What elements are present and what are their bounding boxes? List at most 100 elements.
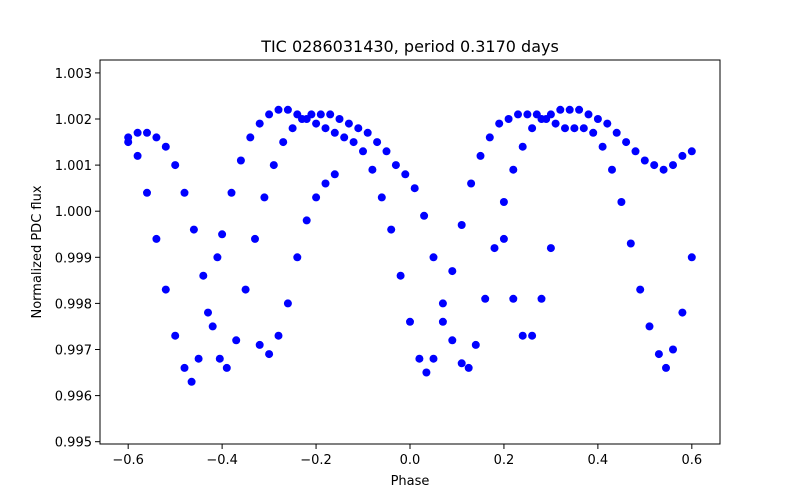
data-point-series-0 xyxy=(377,193,386,202)
y-tick-label: 1.000 xyxy=(55,205,92,220)
data-point-series-1 xyxy=(354,124,363,133)
data-point-series-1 xyxy=(490,244,499,253)
data-point-series-0 xyxy=(422,368,431,377)
data-point-series-1 xyxy=(509,165,518,174)
data-point-series-1 xyxy=(537,115,546,123)
x-tick-label: −0.6 xyxy=(112,453,144,468)
data-point-series-0 xyxy=(194,354,203,363)
data-point-series-1 xyxy=(298,115,306,123)
data-point-series-1 xyxy=(429,253,438,262)
data-point-series-0 xyxy=(561,124,569,133)
data-point-series-2 xyxy=(528,331,537,340)
data-point-series-0 xyxy=(457,221,466,229)
data-point-series-1 xyxy=(232,336,241,345)
y-tick-label: 0.996 xyxy=(55,390,92,405)
data-point-series-1 xyxy=(401,170,410,179)
data-point-series-0 xyxy=(204,308,212,317)
data-point-series-0 xyxy=(312,119,321,128)
x-axis-label: Phase xyxy=(391,474,430,489)
data-point-series-1 xyxy=(133,128,142,137)
data-point-series-1 xyxy=(269,161,278,170)
data-point-series-0 xyxy=(467,179,476,188)
data-point-series-0 xyxy=(171,331,180,340)
data-point-series-1 xyxy=(556,105,565,114)
y-tick-label: 0.998 xyxy=(55,297,92,312)
data-point-series-1 xyxy=(640,156,649,165)
data-point-series-1 xyxy=(420,211,429,220)
data-point-series-0 xyxy=(662,363,670,372)
data-point-series-0 xyxy=(236,156,245,165)
data-point-series-1 xyxy=(382,147,391,156)
data-point-series-1 xyxy=(622,138,631,147)
data-point-series-0 xyxy=(476,151,485,160)
data-point-series-1 xyxy=(650,161,659,170)
data-point-series-0 xyxy=(396,271,405,280)
data-point-series-1 xyxy=(288,124,297,133)
data-point-series-0 xyxy=(495,119,504,128)
data-point-series-1 xyxy=(215,354,224,363)
data-point-series-1 xyxy=(464,363,473,372)
data-point-series-1 xyxy=(180,188,189,197)
data-point-series-0 xyxy=(645,322,654,331)
y-axis-label: Normalized PDC flux xyxy=(30,185,45,318)
data-point-series-0 xyxy=(187,377,196,386)
data-point-series-0 xyxy=(589,128,598,137)
data-point-series-0 xyxy=(570,124,579,133)
data-point-series-0 xyxy=(359,147,367,156)
data-point-series-2 xyxy=(265,350,274,359)
data-point-series-1 xyxy=(279,138,288,147)
data-point-series-0 xyxy=(265,110,274,119)
data-point-series-1 xyxy=(471,340,480,349)
data-point-series-1 xyxy=(241,285,250,294)
data-point-series-0 xyxy=(213,253,222,262)
y-tick-label: 0.997 xyxy=(55,343,92,358)
data-point-series-2 xyxy=(518,331,527,340)
data-point-series-0 xyxy=(514,110,522,119)
data-point-series-0 xyxy=(180,363,189,372)
data-point-series-1 xyxy=(208,322,217,331)
data-point-series-1 xyxy=(199,271,208,280)
data-point-series-0 xyxy=(340,133,349,142)
data-point-series-2 xyxy=(499,234,508,243)
data-point-series-1 xyxy=(584,110,593,119)
data-point-series-1 xyxy=(344,119,353,128)
data-point-series-1 xyxy=(669,161,677,170)
data-point-series-0 xyxy=(654,350,663,359)
y-tick-label: 1.002 xyxy=(55,113,92,128)
data-point-series-1 xyxy=(373,138,382,147)
data-point-series-0 xyxy=(429,354,438,363)
y-axis-ticks: 0.995 0.996 0.997 0.998 0.999 1.000 1.001 1.002… xyxy=(55,67,100,451)
data-point-series-0 xyxy=(438,317,447,326)
data-point-series-1 xyxy=(363,128,372,137)
data-point-series-0 xyxy=(133,151,142,160)
data-point-series-2 xyxy=(537,294,546,303)
data-point-series-2 xyxy=(283,299,292,308)
data-point-series-1 xyxy=(326,110,335,119)
data-point-series-1 xyxy=(161,142,170,151)
data-point-series-1 xyxy=(391,161,400,170)
x-axis-ticks: −0.6 −0.4 −0.2 0.0 0.2 0.4 0.6 xyxy=(112,444,702,468)
data-point-series-0 xyxy=(598,142,607,151)
data-point-series-0 xyxy=(152,234,161,243)
x-tick-label: −0.4 xyxy=(206,453,238,468)
y-tick-label: 0.999 xyxy=(55,251,92,266)
data-point-series-1 xyxy=(457,359,466,368)
data-point-series-1 xyxy=(124,138,133,147)
y-tick-label: 1.001 xyxy=(55,159,92,174)
data-point-series-2 xyxy=(321,179,330,188)
data-point-series-2 xyxy=(255,340,264,349)
data-point-series-0 xyxy=(617,198,626,206)
data-point-series-0 xyxy=(687,253,696,262)
data-point-series-1 xyxy=(481,294,490,303)
data-point-series-1 xyxy=(659,165,668,174)
x-tick-label: 0.2 xyxy=(494,453,515,468)
x-tick-label: −0.2 xyxy=(300,453,332,468)
data-point-series-0 xyxy=(678,308,687,317)
data-point-series-2 xyxy=(302,216,311,225)
data-point-series-1 xyxy=(631,147,640,156)
data-point-series-1 xyxy=(335,115,344,123)
data-point-series-1 xyxy=(152,133,161,142)
data-point-series-1 xyxy=(565,105,574,114)
data-point-series-0 xyxy=(161,285,170,294)
